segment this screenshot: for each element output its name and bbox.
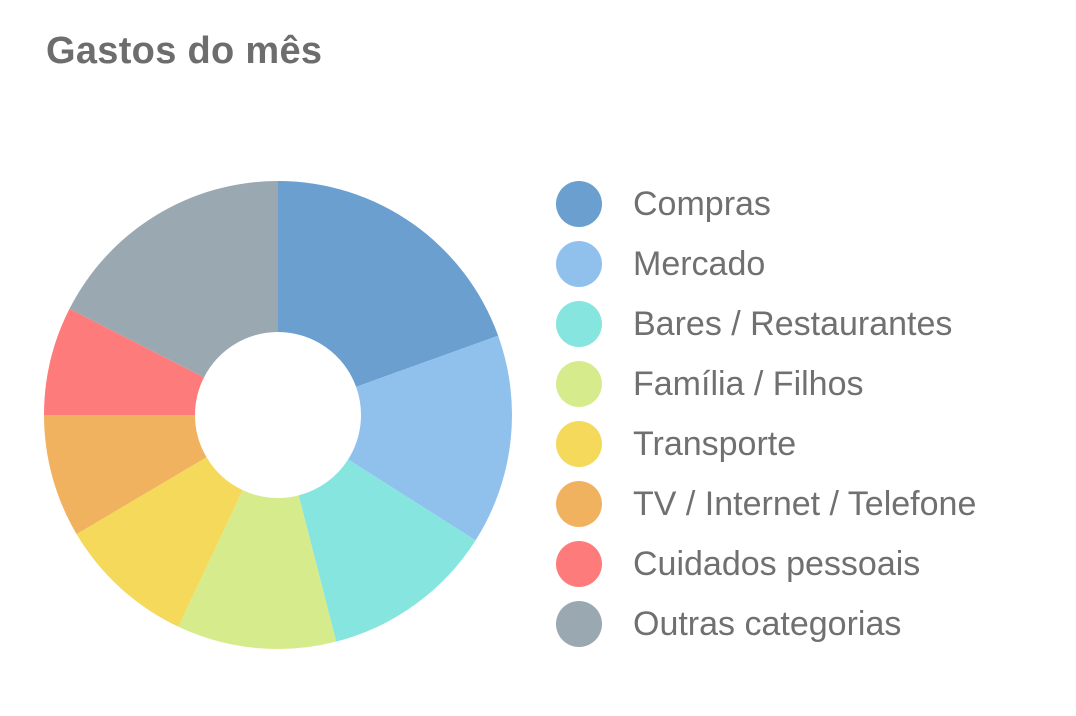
legend-label: Cuidados pessoais [633, 544, 921, 583]
chart-legend: Compras Mercado Bares / Restaurantes Famíli… [556, 174, 976, 654]
legend-swatch [556, 241, 602, 287]
slice-transporte[interactable] [76, 457, 243, 627]
legend-swatch [556, 481, 602, 527]
legend-item-outras-categorias[interactable]: Outras categorias [556, 594, 976, 654]
legend-label: TV / Internet / Telefone [633, 484, 977, 523]
chart-title: Gastos do mês [46, 30, 323, 72]
legend-item-compras[interactable]: Compras [556, 174, 976, 234]
slice-mercado[interactable] [348, 335, 512, 541]
legend-item-tv-internet-telefone[interactable]: TV / Internet / Telefone [556, 474, 976, 534]
legend-swatch [556, 181, 602, 227]
legend-item-cuidados-pessoais[interactable]: Cuidados pessoais [556, 534, 976, 594]
legend-swatch [556, 601, 602, 647]
slice-outras-categorias[interactable] [69, 180, 278, 378]
legend-swatch [556, 541, 602, 587]
slice-familia-filhos[interactable] [178, 490, 337, 650]
legend-swatch [556, 301, 602, 347]
legend-item-transporte[interactable]: Transporte [556, 414, 976, 474]
legend-item-familia-filhos[interactable]: Família / Filhos [556, 354, 976, 414]
legend-item-bares-restaurantes[interactable]: Bares / Restaurantes [556, 294, 976, 354]
slice-bares-restaurantes[interactable] [298, 459, 476, 642]
slice-compras[interactable] [278, 181, 499, 387]
legend-item-mercado[interactable]: Mercado [556, 234, 976, 294]
slice-cuidados-pessoais[interactable] [44, 308, 205, 415]
legend-label: Mercado [633, 244, 766, 283]
legend-label: Família / Filhos [633, 364, 864, 403]
legend-swatch [556, 421, 602, 467]
legend-label: Compras [633, 184, 771, 223]
legend-label: Bares / Restaurantes [633, 304, 953, 343]
legend-label: Outras categorias [633, 604, 902, 643]
slice-tv-internet-telefone[interactable] [44, 415, 207, 535]
legend-label: Transporte [633, 424, 797, 463]
donut-chart [44, 180, 512, 650]
legend-swatch [556, 361, 602, 407]
